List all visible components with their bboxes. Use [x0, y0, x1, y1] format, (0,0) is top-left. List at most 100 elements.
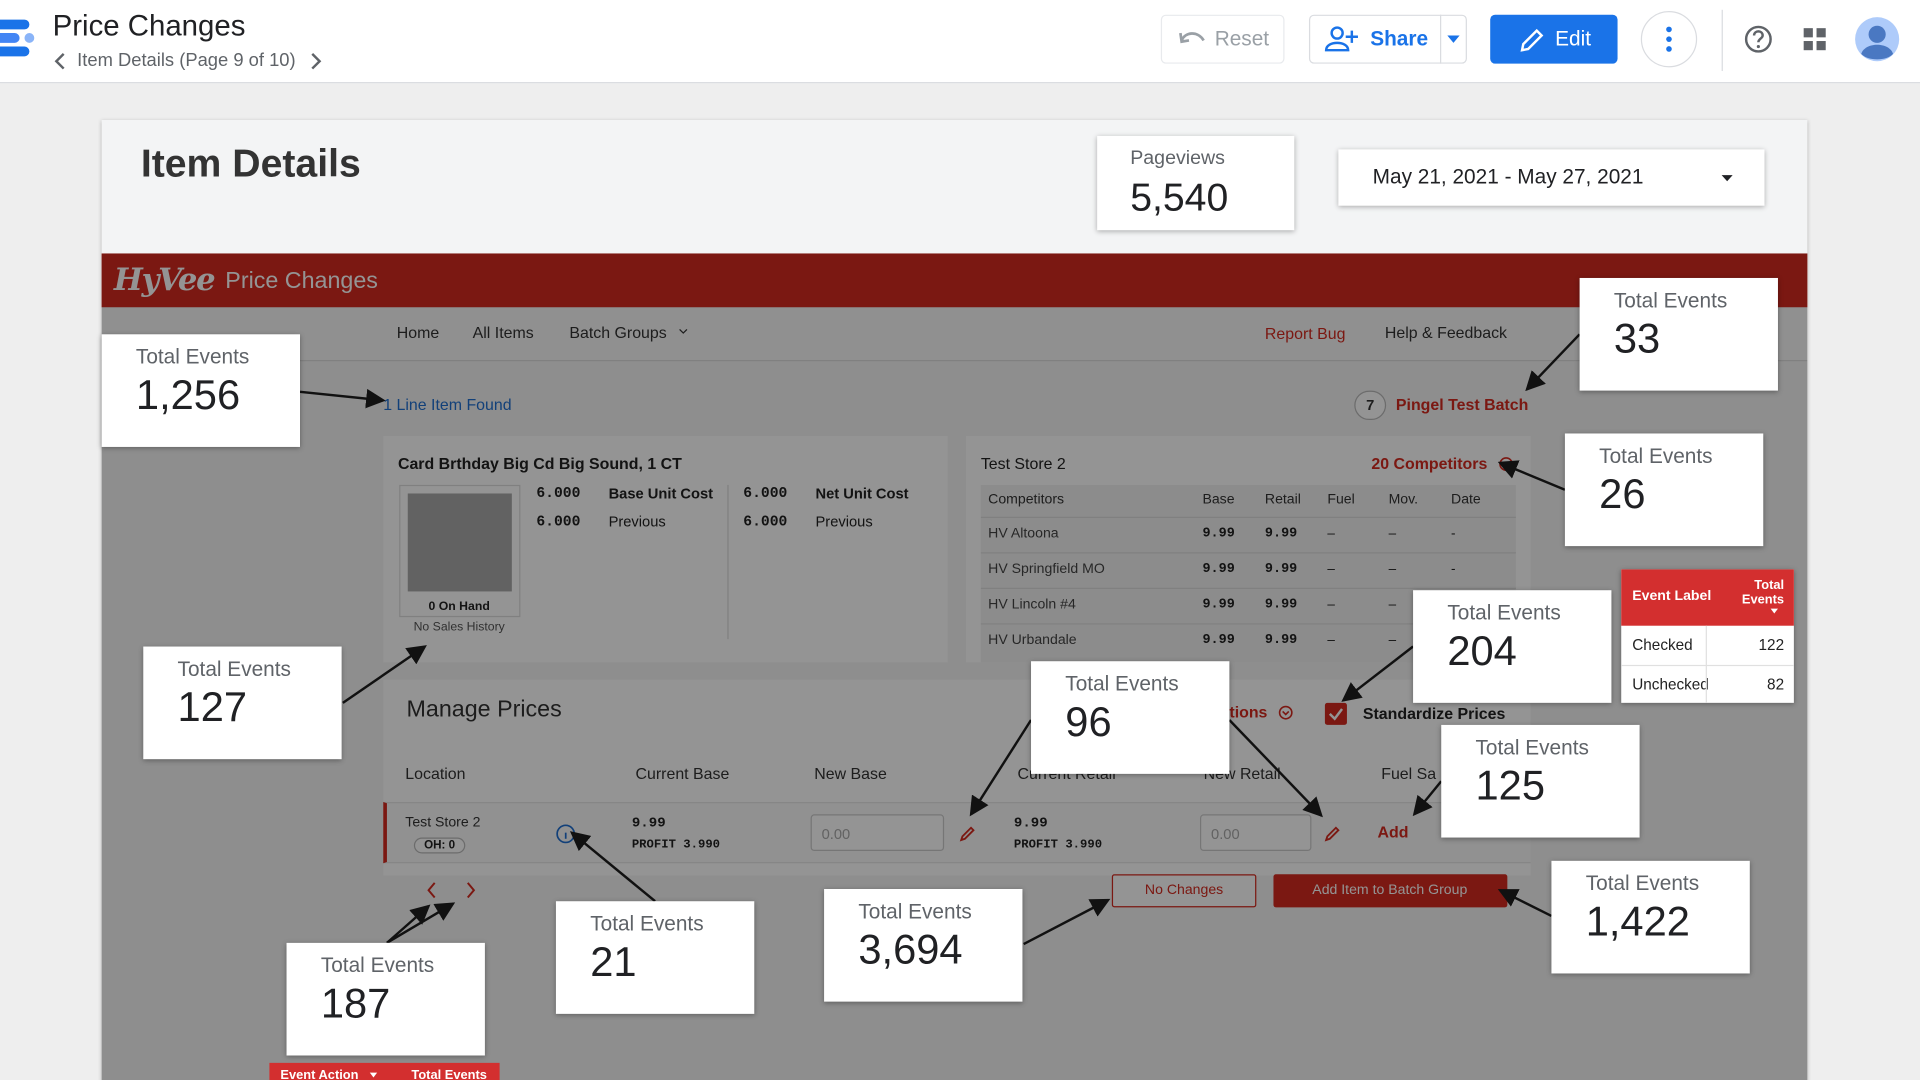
app-top-bar	[101, 253, 1808, 308]
share-icon	[1324, 26, 1358, 52]
scorecard-value: 187	[320, 980, 391, 1027]
competitor-cell: –	[1388, 562, 1397, 578]
add-fuel-link[interactable]: Add	[1377, 823, 1409, 842]
icon-part	[0, 19, 30, 30]
new-base-input[interactable]	[810, 814, 945, 852]
icon-part	[311, 53, 322, 70]
icon-part	[1328, 708, 1344, 721]
nav-link[interactable]: Batch Groups	[569, 323, 667, 342]
next-location[interactable]	[465, 882, 476, 899]
competitors-link[interactable]: 20 Competitors	[1371, 454, 1488, 473]
icon-part	[1816, 28, 1826, 38]
share-menu-caret[interactable]	[1447, 35, 1460, 43]
icon-part	[1721, 175, 1733, 182]
competitor-cell: –	[1327, 598, 1335, 613]
edit-button[interactable]	[1490, 14, 1618, 64]
prev-page[interactable]	[54, 53, 66, 70]
icon-part	[1803, 28, 1813, 38]
icon-part	[1179, 32, 1190, 44]
competitor-cell: 9.99	[1202, 527, 1235, 542]
pageviews-card	[1097, 135, 1295, 231]
cost-label: Previous	[608, 512, 666, 530]
cost-label: Net Unit Cost	[815, 484, 909, 502]
nav-link[interactable]: Home	[396, 323, 440, 342]
icon-part	[679, 328, 688, 334]
competitor-cell: 9.99	[1202, 562, 1235, 578]
scorecard-value: 127	[177, 683, 248, 731]
icon-part	[959, 826, 975, 842]
icon-part	[1666, 46, 1672, 52]
cost-label: Base Unit Cost	[608, 484, 714, 502]
share-button[interactable]	[1308, 14, 1467, 64]
prev-location[interactable]	[426, 882, 437, 899]
help-button[interactable]	[1744, 24, 1773, 53]
scorecard-label: Total Events	[1065, 671, 1179, 696]
date-range-text: May 21, 2021 - May 27, 2021	[1372, 165, 1644, 189]
competitor-name: HV Altoona	[988, 526, 1059, 542]
icon-part	[1752, 30, 1764, 43]
scorecard	[1441, 724, 1640, 838]
line-items-found[interactable]: 1 Line Item Found	[383, 395, 512, 415]
page-breadcrumb: Item Details (Page 9 of 10)	[77, 50, 296, 72]
add-to-batch-button[interactable]	[1273, 874, 1508, 908]
scorecard-label: Total Events	[320, 953, 435, 977]
nav-link[interactable]: Report Bug	[1264, 324, 1346, 344]
competitor-cell: 9.99	[1264, 527, 1298, 542]
location-name: Test Store 2	[405, 815, 481, 831]
icon-part	[299, 388, 386, 409]
reset-icon	[1179, 32, 1205, 44]
current-retail: 9.99	[1013, 815, 1048, 832]
more-button[interactable]	[1640, 11, 1698, 68]
options-link[interactable]: tions	[1229, 703, 1268, 722]
competitor-name: HV Springfield MO	[988, 562, 1105, 577]
competitor-cell: 9.99	[1264, 562, 1298, 578]
competitor-column-header: Mov.	[1388, 492, 1419, 508]
new-base-placeholder: 0.00	[821, 825, 851, 843]
icon-part	[1412, 780, 1443, 817]
no-changes-label: No Changes	[1144, 882, 1224, 898]
icon-part	[1324, 41, 1350, 52]
account-avatar[interactable]	[1855, 17, 1900, 62]
item-image	[407, 493, 512, 592]
no-changes-button[interactable]	[1111, 874, 1257, 908]
report-title: Item Details	[140, 140, 361, 185]
scorecard-value: 33	[1613, 315, 1661, 362]
competitor-cell: –	[1388, 527, 1397, 542]
add-to-batch-label: Add Item to Batch Group	[1312, 882, 1468, 898]
date-range-control[interactable]	[1338, 149, 1765, 206]
cost-value: 6.000	[536, 512, 581, 530]
scorecard	[143, 646, 342, 760]
competitor-row-line	[980, 587, 1516, 589]
new-retail-placeholder: 0.00	[1211, 825, 1240, 843]
scorecard-value: 125	[1475, 762, 1545, 809]
item-sales: No Sales History	[413, 620, 505, 635]
icon-part	[969, 719, 1033, 817]
standardize-checkbox[interactable]	[1324, 702, 1347, 725]
icon-part	[1497, 889, 1552, 918]
edit-retail-icon[interactable]	[1324, 825, 1341, 842]
batch-count: 7	[1366, 396, 1375, 414]
reset-button[interactable]	[1160, 14, 1285, 64]
new-retail-input[interactable]	[1200, 814, 1312, 852]
icon-part	[1447, 35, 1460, 43]
nav-link[interactable]: All Items	[472, 323, 534, 342]
next-page[interactable]	[310, 53, 322, 70]
scorecard	[286, 942, 485, 1056]
icon-part	[1023, 898, 1111, 946]
header-divider	[1721, 9, 1723, 72]
apps-button[interactable]	[1803, 28, 1826, 51]
competitor-cell: -	[1451, 527, 1456, 542]
app-brand: HyVee	[113, 262, 216, 298]
competitor-cell: –	[1327, 527, 1335, 542]
scorecard-label: Total Events	[1585, 871, 1700, 895]
edit-base-icon[interactable]	[959, 825, 976, 842]
event-label-header	[1621, 569, 1794, 626]
batch-name[interactable]: Pingel Test Batch	[1395, 395, 1529, 415]
icon-part	[24, 33, 35, 43]
nav-link[interactable]: Help & Feedback	[1384, 323, 1508, 342]
competitor-cell: 9.99	[1264, 598, 1298, 613]
base-profit: PROFIT 3.990	[631, 838, 721, 853]
competitor-cell: –	[1388, 598, 1397, 613]
